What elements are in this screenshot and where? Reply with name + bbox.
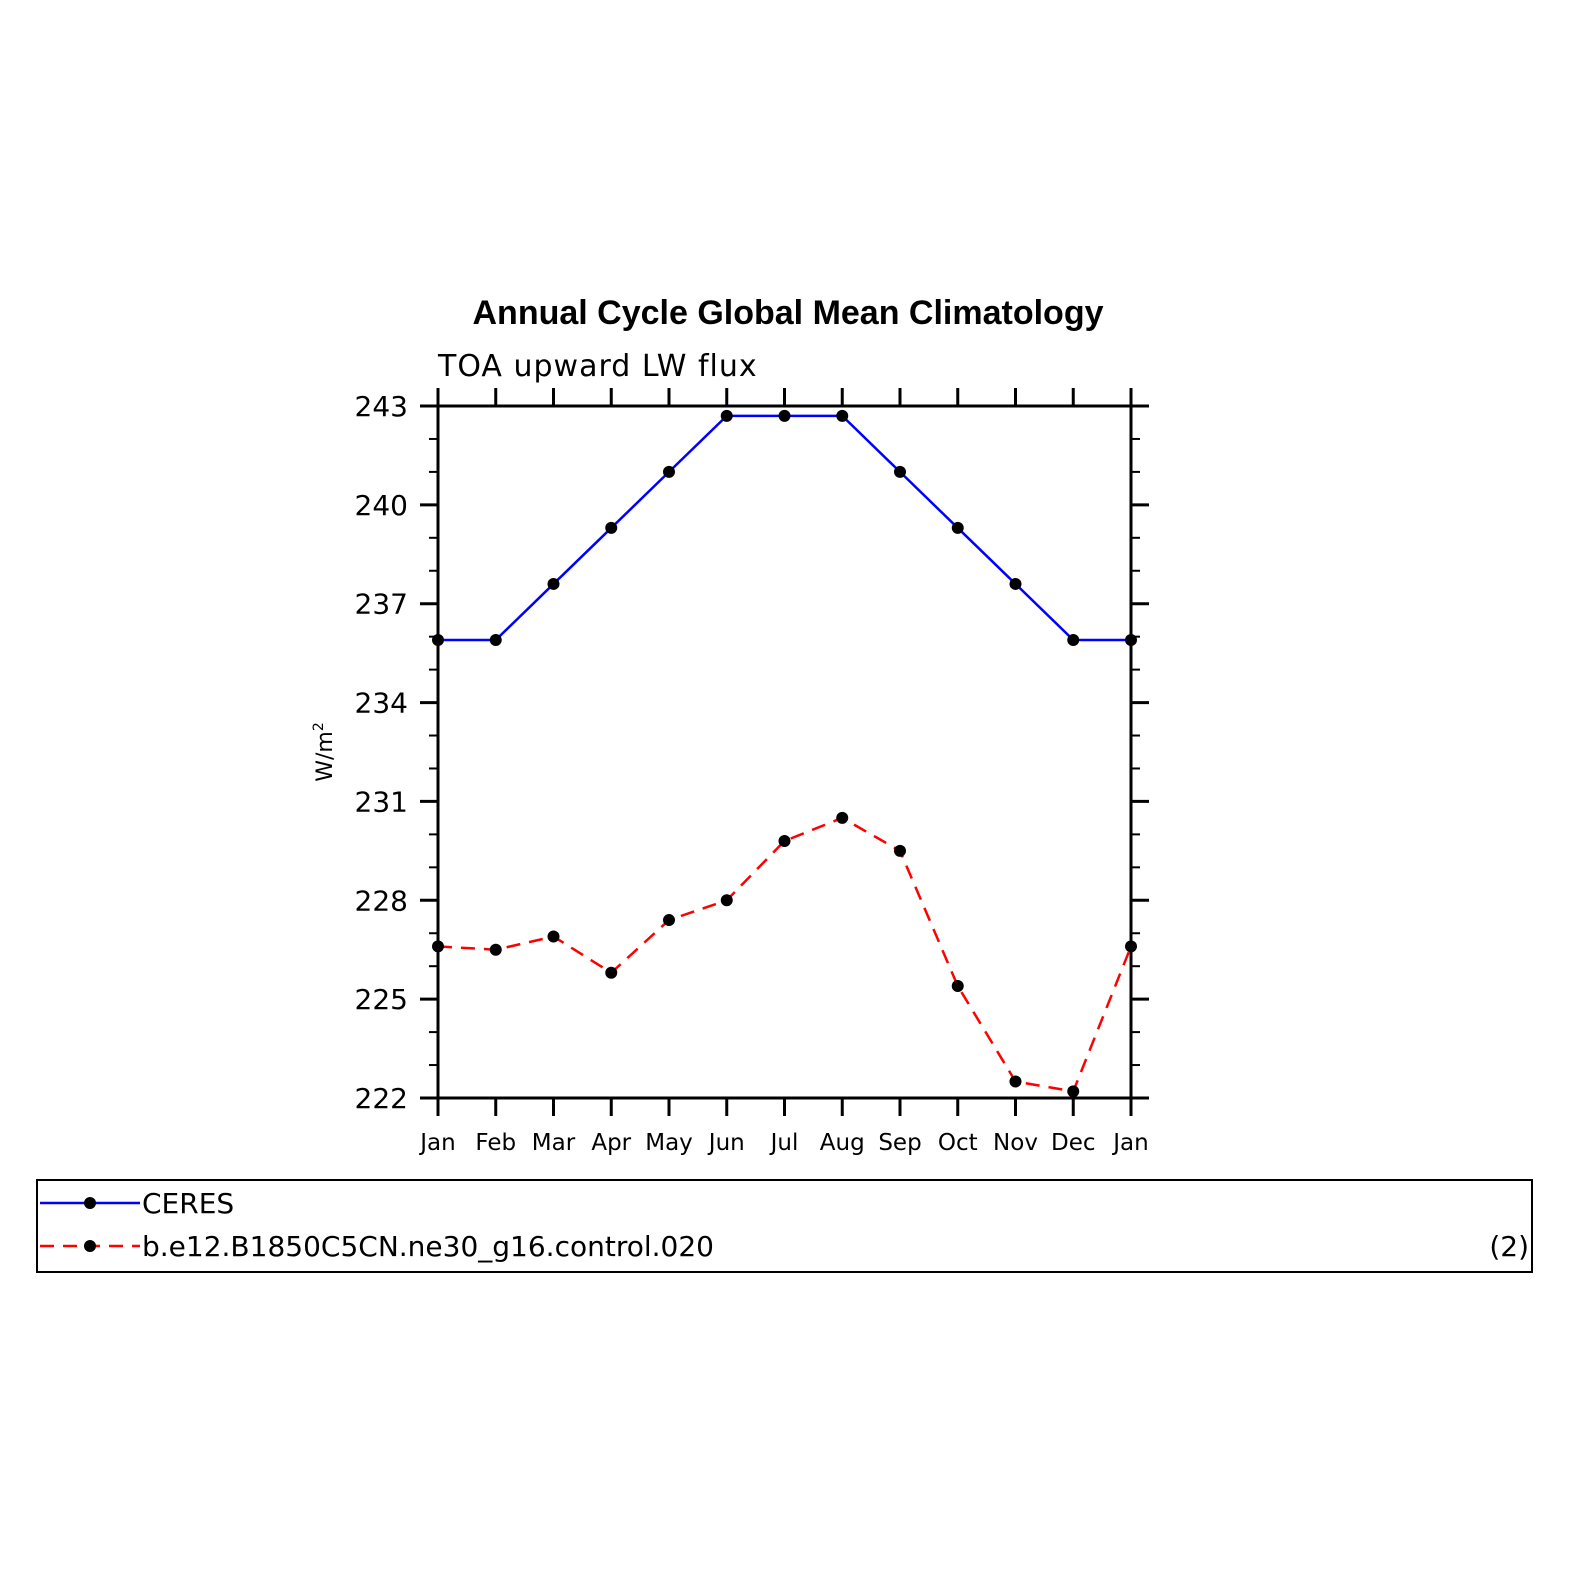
- series-1-point: [1067, 1085, 1080, 1098]
- y-axis-label: W/m2: [311, 722, 338, 782]
- x-tick-label: Sep: [878, 1130, 921, 1156]
- y-tick-label: 228: [355, 884, 408, 917]
- legend-label-1: b.e12.B1850C5CN.ne30_g16.control.020: [142, 1230, 714, 1263]
- chart-subtitle: TOA upward LW flux: [437, 349, 758, 384]
- series-1-point: [894, 844, 906, 857]
- series-line-0: [438, 414, 1131, 642]
- series-0-point: [720, 409, 733, 422]
- x-tick-label: Feb: [475, 1130, 516, 1156]
- y-tick-label: 243: [355, 390, 408, 423]
- x-tick-label: Jan: [1111, 1130, 1148, 1156]
- y-tick-label: 237: [355, 588, 408, 621]
- series-0-point: [951, 521, 964, 534]
- y-tick-label: 234: [355, 687, 408, 720]
- x-tick-label: Mar: [532, 1130, 576, 1156]
- y-tick-label: 240: [355, 489, 408, 522]
- legend-box: [36, 1179, 1533, 1273]
- y-tick-label: 231: [355, 785, 408, 818]
- series-1-point: [547, 930, 560, 943]
- plot-frame: [436, 404, 1133, 1100]
- y-tick-label: 222: [355, 1082, 408, 1115]
- series-layer: [432, 409, 1137, 1098]
- x-tick-label: May: [645, 1130, 693, 1156]
- series-1-point: [720, 894, 733, 907]
- series-1-point: [489, 943, 502, 956]
- plot-axes: Jan Feb Mar Apr May Jun Jul Aug Sep Oct Nov Dec Jan 2…: [355, 388, 1149, 1156]
- series-0-point: [1067, 633, 1080, 646]
- series-0-point: [663, 465, 675, 478]
- legend-note: (2): [1489, 1230, 1529, 1263]
- legend: CERES b.e12.B1850C5CN.ne30_g16.control.02…: [36, 1179, 1533, 1273]
- series-1-point: [663, 914, 675, 927]
- x-tick-label: Oct: [938, 1130, 978, 1156]
- chart-title: Annual Cycle Global Mean Climatology: [473, 294, 1104, 332]
- series-0-point: [1125, 633, 1137, 646]
- series-1-point: [778, 834, 791, 847]
- series-1-point: [836, 811, 849, 824]
- series-1-point: [432, 940, 444, 953]
- x-tick-label: Apr: [591, 1130, 631, 1156]
- x-tick-label: Jan: [418, 1130, 455, 1156]
- series-0-point: [1009, 577, 1022, 590]
- x-tick-label: Nov: [993, 1130, 1038, 1156]
- series-0-point: [432, 633, 444, 646]
- x-tick-label: Jun: [707, 1130, 745, 1156]
- legend-marker-0: [84, 1197, 96, 1209]
- series-1-point: [605, 966, 618, 979]
- series-line-1: [437, 816, 1133, 1093]
- series-0-point: [547, 577, 560, 590]
- series-0-point: [605, 521, 618, 534]
- y-tick-label: 225: [355, 983, 408, 1016]
- series-1-point: [951, 979, 964, 992]
- x-tick-label: Dec: [1051, 1130, 1096, 1156]
- legend-marker-1: [84, 1240, 96, 1252]
- series-0-point: [778, 409, 791, 422]
- x-tick-label: Jul: [769, 1130, 799, 1156]
- series-0-point: [836, 409, 849, 422]
- series-0-point: [489, 633, 502, 646]
- x-tick-label: Aug: [820, 1130, 865, 1156]
- series-1-point: [1009, 1075, 1022, 1088]
- series-0-point: [894, 465, 906, 478]
- legend-label-0: CERES: [142, 1187, 234, 1220]
- series-1-point: [1125, 940, 1137, 953]
